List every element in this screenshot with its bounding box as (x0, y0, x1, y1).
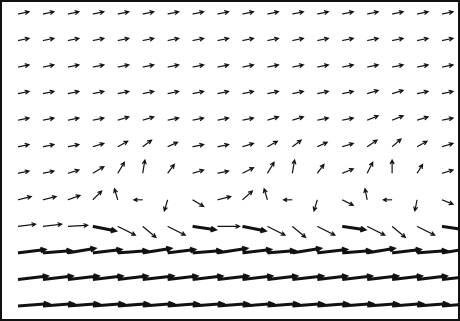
chart (0, 0, 460, 321)
frame (1, 1, 459, 320)
page: {"chart_data": {"type": "quiver", "x": [… (0, 0, 460, 321)
